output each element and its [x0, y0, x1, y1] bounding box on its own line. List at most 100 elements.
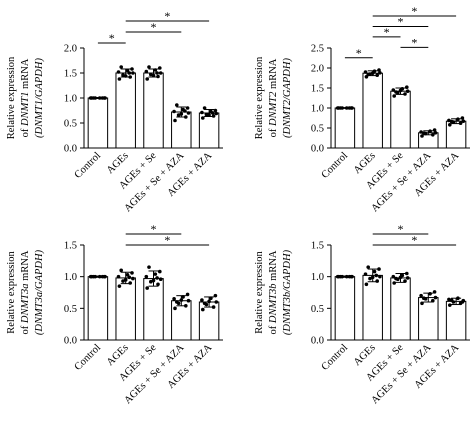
- data-point: [363, 272, 368, 276]
- data-point: [211, 114, 216, 118]
- data-point: [377, 68, 381, 72]
- data-point: [405, 89, 410, 93]
- y-axis-label-suffix: mRNA: [268, 58, 279, 91]
- data-point: [338, 274, 343, 279]
- data-point: [128, 75, 132, 79]
- significance-star: *: [356, 46, 362, 60]
- data-point: [88, 96, 93, 100]
- y-axis-label-suffix: mRNA: [20, 250, 31, 283]
- data-point: [204, 112, 209, 117]
- significance-star: *: [398, 14, 404, 28]
- y-axis-label-line1: Relative expression: [6, 56, 17, 139]
- category-label: AGEs: [352, 342, 378, 368]
- data-point: [370, 275, 375, 280]
- y-axis-label-prefix: of: [268, 126, 279, 137]
- category-label: Control: [320, 150, 351, 181]
- data-point: [405, 271, 409, 276]
- data-point: [211, 305, 216, 309]
- data-point: [456, 117, 460, 121]
- y-axis-label-prefix: of: [20, 323, 31, 334]
- data-point: [378, 274, 382, 279]
- data-point: [366, 72, 371, 77]
- data-point: [130, 271, 134, 275]
- data-point: [179, 298, 184, 302]
- data-point: [391, 274, 396, 279]
- data-point: [209, 296, 213, 301]
- data-point: [121, 73, 125, 77]
- y-axis-label-gene: DNMT1: [20, 92, 31, 127]
- data-point: [458, 121, 463, 125]
- significance-star: *: [164, 9, 170, 23]
- data-point: [214, 111, 219, 116]
- category-label: AGEs: [352, 150, 378, 176]
- data-point: [420, 301, 424, 306]
- data-point: [375, 279, 380, 283]
- data-point: [431, 298, 435, 303]
- data-point: [460, 300, 465, 304]
- data-point: [349, 274, 354, 279]
- data-point: [155, 71, 159, 75]
- data-point: [88, 274, 93, 279]
- y-axis-label-line3: (DNMT3b/GAPDH): [282, 249, 293, 335]
- data-point: [403, 92, 407, 96]
- data-point: [428, 129, 432, 133]
- y-axis-label-line1: Relative expression: [254, 56, 265, 139]
- significance-star: *: [151, 20, 157, 34]
- bar: [445, 300, 467, 341]
- data-point: [91, 96, 96, 100]
- data-point: [432, 128, 437, 132]
- data-point: [183, 109, 187, 113]
- data-point: [121, 279, 125, 283]
- data-point: [420, 134, 424, 138]
- data-point: [391, 88, 396, 92]
- data-point: [144, 69, 149, 74]
- data-point: [448, 123, 452, 127]
- y-tick-label: 1.0: [64, 272, 77, 283]
- data-point: [130, 67, 134, 71]
- bar: [143, 72, 164, 149]
- significance-star: *: [164, 233, 170, 247]
- data-point: [116, 274, 121, 279]
- y-tick-label: 0.5: [311, 304, 324, 315]
- y-axis-label-line3: (DNMT1/GAPDH): [34, 58, 45, 138]
- data-point: [117, 77, 122, 81]
- y-tick-label: 1.0: [64, 94, 77, 105]
- data-point: [128, 281, 132, 285]
- data-point: [97, 274, 102, 279]
- data-point: [449, 298, 454, 302]
- y-tick-label: 2.5: [311, 44, 324, 55]
- data-point: [123, 278, 128, 282]
- data-point: [428, 291, 432, 296]
- data-point: [374, 273, 379, 278]
- data-point: [456, 296, 460, 301]
- data-point: [214, 300, 219, 304]
- data-point: [200, 110, 204, 115]
- data-point: [405, 85, 409, 89]
- data-point: [433, 131, 438, 135]
- significance-star: *: [411, 4, 417, 18]
- data-point: [460, 116, 465, 120]
- data-point: [201, 116, 205, 120]
- y-tick-label: 0.0: [64, 336, 77, 347]
- significance-star: *: [384, 25, 390, 39]
- data-point: [447, 297, 451, 302]
- data-point: [181, 295, 185, 299]
- bar: [115, 72, 136, 149]
- data-point: [338, 106, 343, 110]
- data-point: [173, 118, 177, 123]
- significance-star: *: [398, 222, 404, 236]
- data-point: [207, 113, 211, 117]
- data-point: [176, 113, 181, 117]
- data-point: [102, 96, 106, 100]
- data-point: [364, 282, 369, 287]
- chart-panel-top-left: 0.0 0.5 1.0 1.5 2.0 Relative expression of DNM…: [6, 9, 223, 214]
- y-tick-label: 0.5: [311, 124, 324, 135]
- bar: [334, 107, 356, 149]
- data-point: [392, 94, 397, 98]
- data-point: [207, 299, 211, 304]
- significance-star: *: [151, 222, 157, 236]
- data-point: [335, 106, 340, 110]
- chart-panel-top-right: 0.0 0.5 1.0 1.5 2.0 2.5 Relative expression of …: [254, 4, 470, 214]
- category-label: Control: [73, 342, 104, 373]
